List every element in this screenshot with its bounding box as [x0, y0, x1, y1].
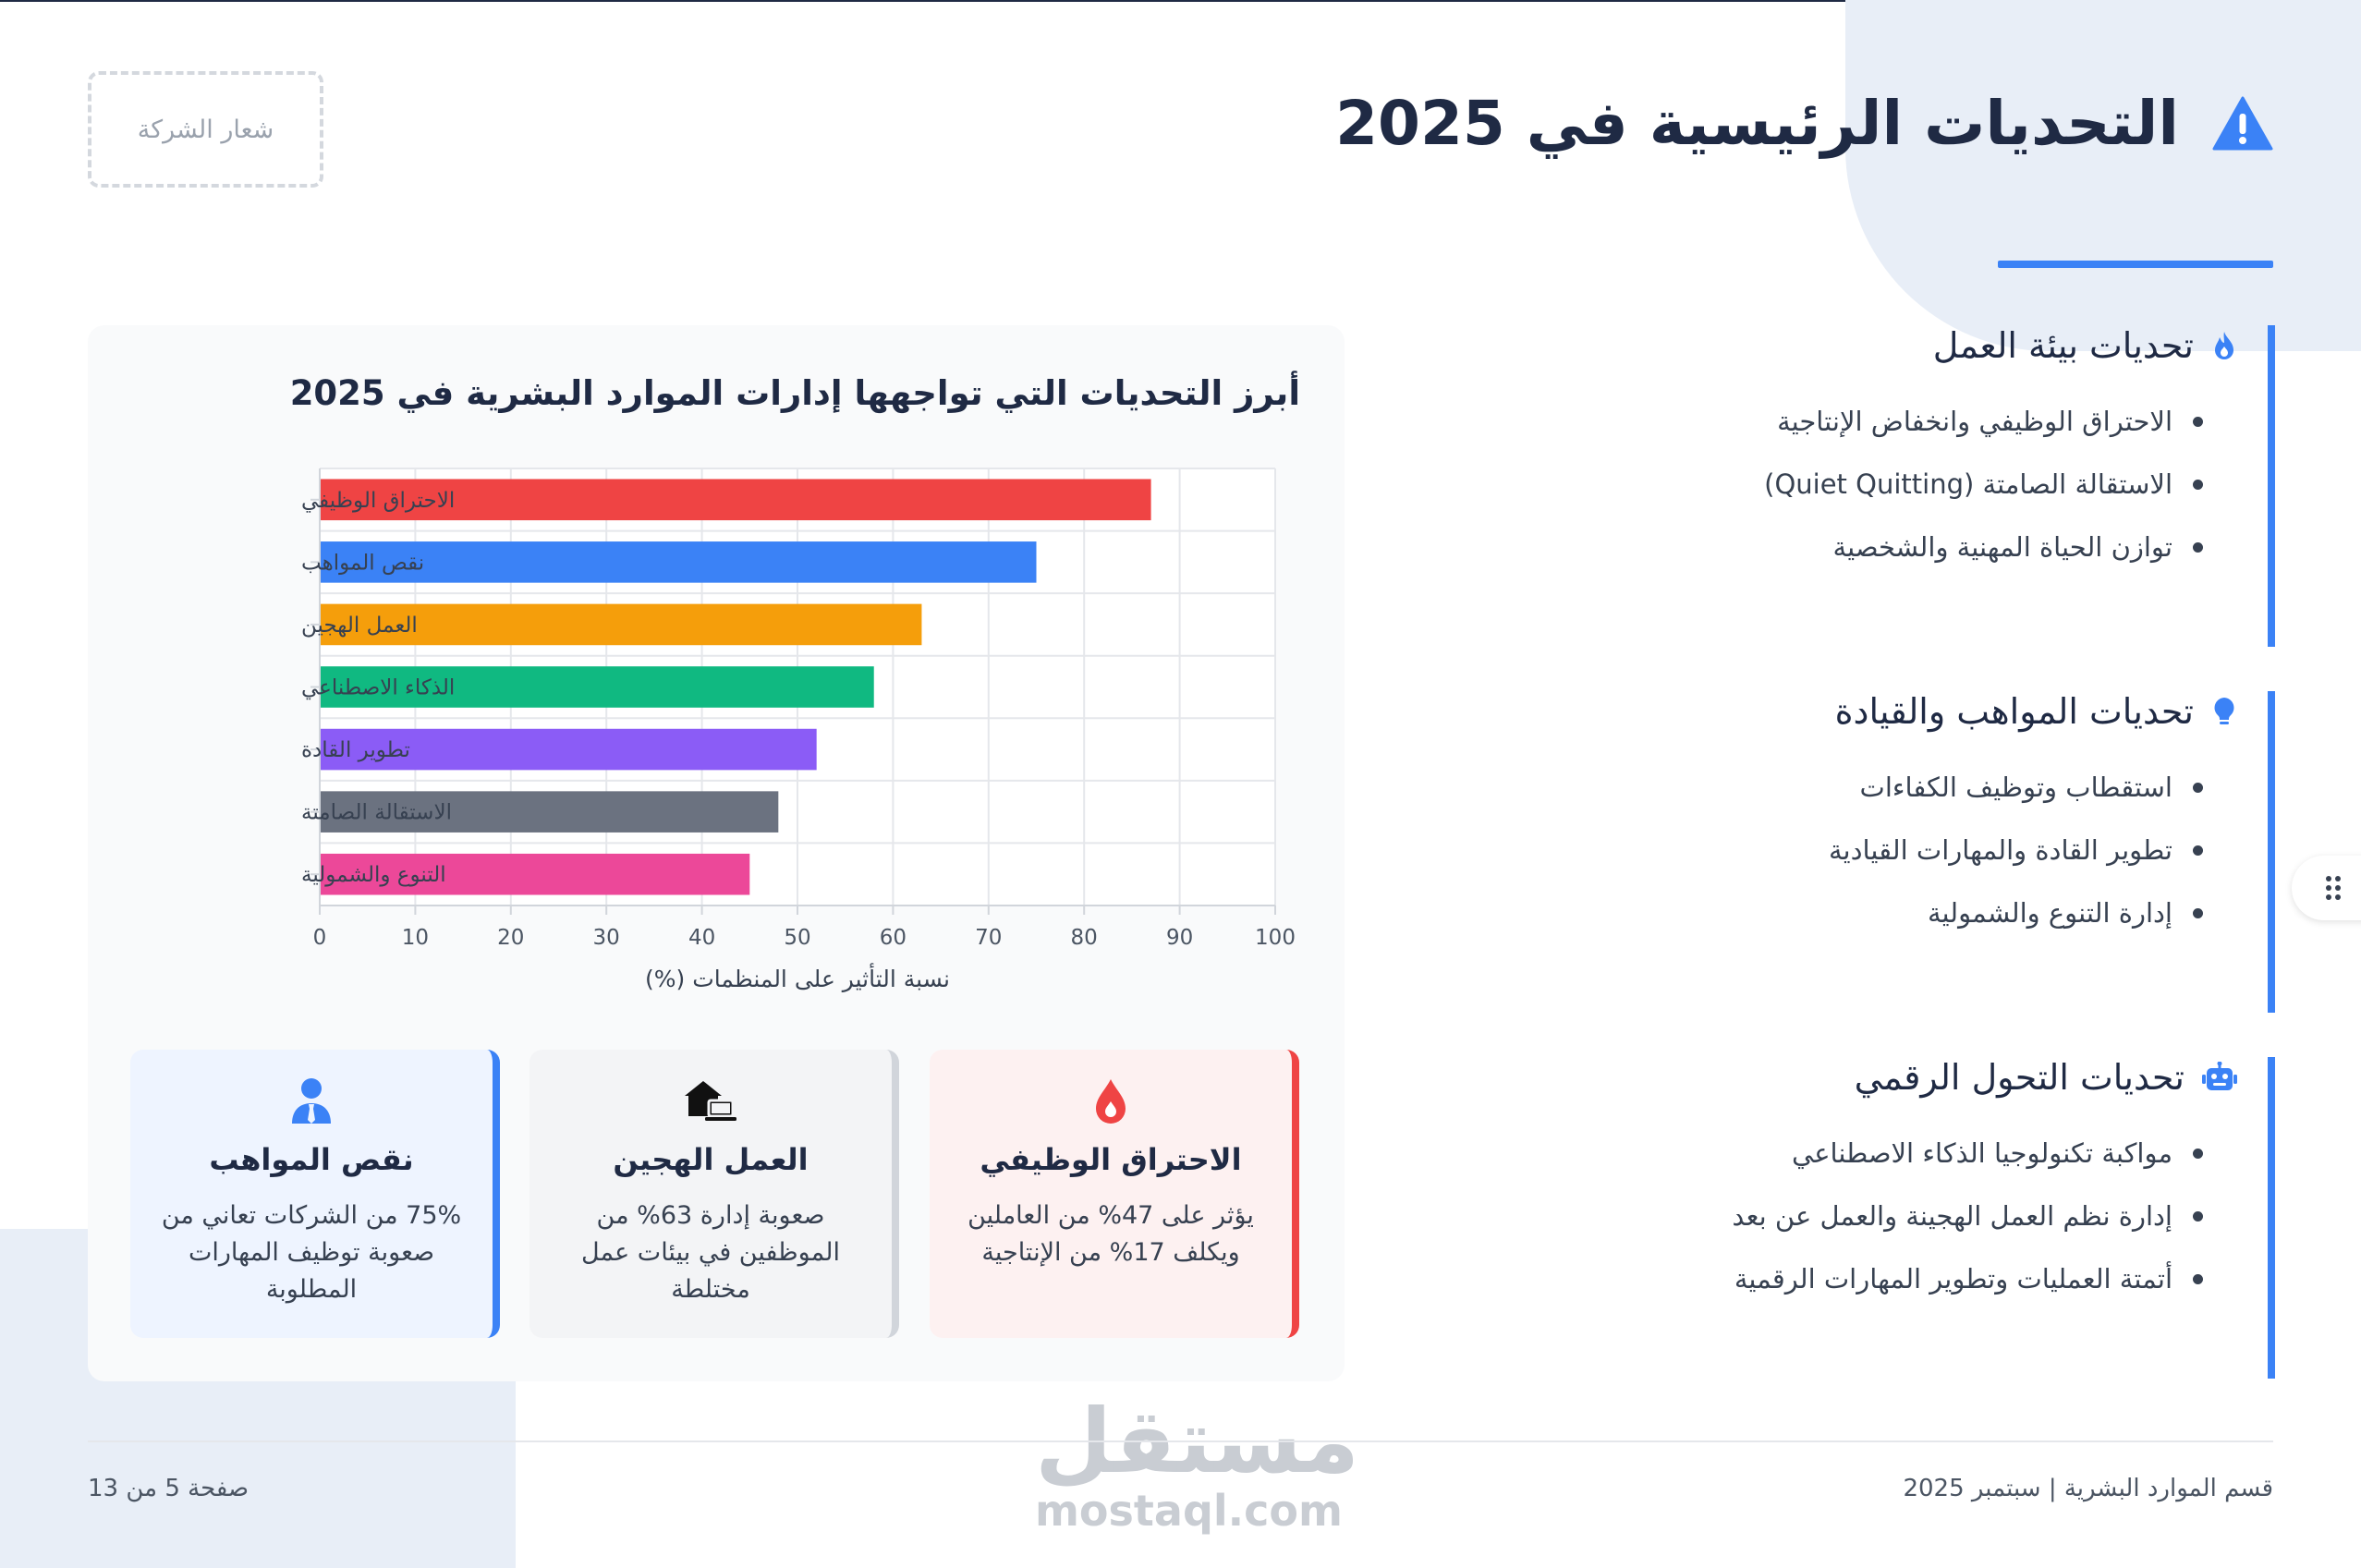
- title-underline: [1998, 261, 2273, 268]
- category-label: التنوع والشمولية: [301, 863, 446, 887]
- stat-card-talent: نقص المواهب 75% من الشركات تعاني من صعوب…: [130, 1050, 500, 1338]
- list-item: إدارة نظم العمل الهجينة والعمل عن بعد: [1617, 1185, 2203, 1247]
- bullet-icon: [2193, 845, 2203, 856]
- list-item-text: إدارة نظم العمل الهجينة والعمل عن بعد: [1732, 1200, 2172, 1232]
- tick-label-x: 0: [313, 926, 327, 950]
- bullet-icon: [2193, 1210, 2203, 1222]
- category-talent-leadership: تحديات المواهب والقيادة استقطاب وتوظيف ا…: [1617, 691, 2275, 1013]
- category-list: استقطاب وتوظيف الكفاءات تطوير القادة وال…: [1617, 756, 2238, 944]
- decor-top-right: [1845, 0, 2361, 351]
- list-item: توازن الحياة المهنية والشخصية: [1617, 516, 2203, 578]
- tick-label-x: 70: [975, 926, 1002, 950]
- footer-department: قسم الموارد البشرية | سبتمبر 2025: [1903, 1475, 2273, 1502]
- category-work-environment: تحديات بيئة العمل الاحتراق الوظيفي وانخف…: [1617, 325, 2275, 647]
- category-label: العمل الهجين: [301, 614, 418, 638]
- tick-label-x: 80: [1071, 926, 1098, 950]
- list-item-text: استقطاب وتوظيف الكفاءات: [1859, 772, 2172, 803]
- tick-label-x: 100: [1255, 926, 1296, 950]
- bullet-icon: [2193, 907, 2203, 918]
- stat-text: يؤثر على 47% من العاملين ويكلف 17% من ال…: [968, 1201, 1254, 1267]
- stat-text: صعوبة إدارة 63% من الموظفين في بيئات عمل…: [581, 1201, 840, 1304]
- company-logo-placeholder: شعار الشركة: [88, 71, 323, 188]
- category-title: تحديات التحول الرقمي: [1617, 1057, 2238, 1098]
- category-title-text: تحديات بيئة العمل: [1932, 325, 2194, 366]
- drag-handle[interactable]: [2292, 856, 2361, 920]
- stat-card-hybrid: العمل الهجين صعوبة إدارة 63% من الموظفين…: [529, 1050, 899, 1338]
- tick-label-x: 30: [593, 926, 620, 950]
- tick-label-x: 10: [402, 926, 429, 950]
- bar-5: [321, 728, 817, 771]
- list-item-text: إدارة التنوع والشمولية: [1928, 897, 2172, 929]
- list-item-text: تطوير القادة والمهارات القيادية: [1829, 834, 2172, 866]
- tick-label-x: 40: [688, 926, 715, 950]
- list-item-text: الاحتراق الوظيفي وانخفاض الإنتاجية: [1777, 406, 2172, 437]
- footer-divider: [88, 1440, 2273, 1442]
- tick-label-x: 60: [880, 926, 907, 950]
- bar-1: [321, 479, 1151, 521]
- list-item: تطوير القادة والمهارات القيادية: [1617, 819, 2203, 881]
- bar-4: [321, 666, 874, 708]
- category-list: الاحتراق الوظيفي وانخفاض الإنتاجية الاست…: [1617, 390, 2238, 578]
- bar-7: [321, 853, 750, 895]
- category-label: الاستقالة الصامتة: [301, 801, 452, 825]
- list-item: استقطاب وتوظيف الكفاءات: [1617, 756, 2203, 819]
- user-tie-icon: [292, 1078, 331, 1124]
- chart-title: أبرز التحديات التي تواجهها إدارات الموار…: [289, 373, 1300, 413]
- category-title-text: تحديات المواهب والقيادة: [1834, 691, 2194, 732]
- bar-chart: 0 10 20 30 40 50 60 70 80 90 100 الاحتراق الوظيفي نق…: [301, 468, 1296, 992]
- stat-text: 75% من الشركات تعاني من صعوبة توظيف المه…: [161, 1201, 462, 1304]
- bullet-icon: [2193, 479, 2203, 490]
- stat-card-burnout: الاحتراق الوظيفي يؤثر على 47% من العاملي…: [930, 1050, 1299, 1338]
- top-border: [0, 0, 2361, 2]
- tick-label-x: 90: [1166, 926, 1193, 950]
- list-item-text: مواكبة تكنولوجيا الذكاء الاصطناعي: [1792, 1137, 2172, 1169]
- lightbulb-icon: [2214, 698, 2234, 724]
- watermark: مستقل mostaql.com: [1035, 1395, 1359, 1536]
- list-item: أتمتة العمليات وتطوير المهارات الرقمية: [1617, 1247, 2203, 1310]
- bar-3: [321, 603, 922, 646]
- list-item: إدارة التنوع والشمولية: [1617, 881, 2203, 944]
- category-list: مواكبة تكنولوجيا الذكاء الاصطناعي إدارة …: [1617, 1122, 2238, 1310]
- category-title: تحديات بيئة العمل: [1617, 325, 2238, 366]
- category-label: الاحتراق الوظيفي: [301, 489, 455, 513]
- list-item: الاحتراق الوظيفي وانخفاض الإنتاجية: [1617, 390, 2203, 453]
- bullet-icon: [2193, 541, 2203, 553]
- category-label: الذكاء الاصطناعي: [301, 676, 455, 700]
- category-title: تحديات المواهب والقيادة: [1617, 691, 2238, 732]
- grip-dots-icon: [2326, 876, 2341, 900]
- bullet-icon: [2193, 1148, 2203, 1159]
- footer-page-number: صفحة 5 من 13: [88, 1475, 249, 1502]
- stat-title: العمل الهجين: [613, 1142, 809, 1177]
- stat-title: الاحتراق الوظيفي: [980, 1142, 1242, 1177]
- category-label: تطوير القادة: [301, 738, 410, 762]
- category-label: نقص المواهب: [301, 551, 424, 575]
- robot-icon: [2202, 1062, 2237, 1090]
- bullet-icon: [2193, 1273, 2203, 1284]
- list-item-text: أتمتة العمليات وتطوير المهارات الرقمية: [1734, 1263, 2172, 1295]
- fire-icon: [2215, 332, 2233, 359]
- tick-label-x: 50: [784, 926, 810, 950]
- x-axis-label: نسبة التأثير على المنظمات (%): [645, 962, 950, 992]
- fire-drop-icon: [1096, 1079, 1126, 1124]
- bar-2: [321, 541, 1037, 583]
- bullet-icon: [2193, 416, 2203, 427]
- watermark-latin: mostaql.com: [1035, 1486, 1343, 1536]
- category-title-text: تحديات التحول الرقمي: [1854, 1057, 2185, 1098]
- page-header: التحديات الرئيسية في 2025: [1335, 88, 2273, 159]
- page-title: التحديات الرئيسية في 2025: [1335, 88, 2179, 159]
- bar-6: [321, 791, 779, 833]
- list-item: مواكبة تكنولوجيا الذكاء الاصطناعي: [1617, 1122, 2203, 1185]
- house-laptop-icon: [685, 1081, 736, 1121]
- bullet-icon: [2193, 782, 2203, 793]
- category-digital-transformation: تحديات التحول الرقمي مواكبة تكنولوجيا ال…: [1617, 1057, 2275, 1379]
- list-item: الاستقالة الصامتة (Quiet Quitting): [1617, 453, 2203, 516]
- stat-title: نقص المواهب: [209, 1142, 414, 1177]
- list-item-text: الاستقالة الصامتة (Quiet Quitting): [1764, 468, 2172, 500]
- warning-icon: [2212, 96, 2273, 150]
- list-item-text: توازن الحياة المهنية والشخصية: [1832, 531, 2172, 563]
- tick-label-x: 20: [497, 926, 524, 950]
